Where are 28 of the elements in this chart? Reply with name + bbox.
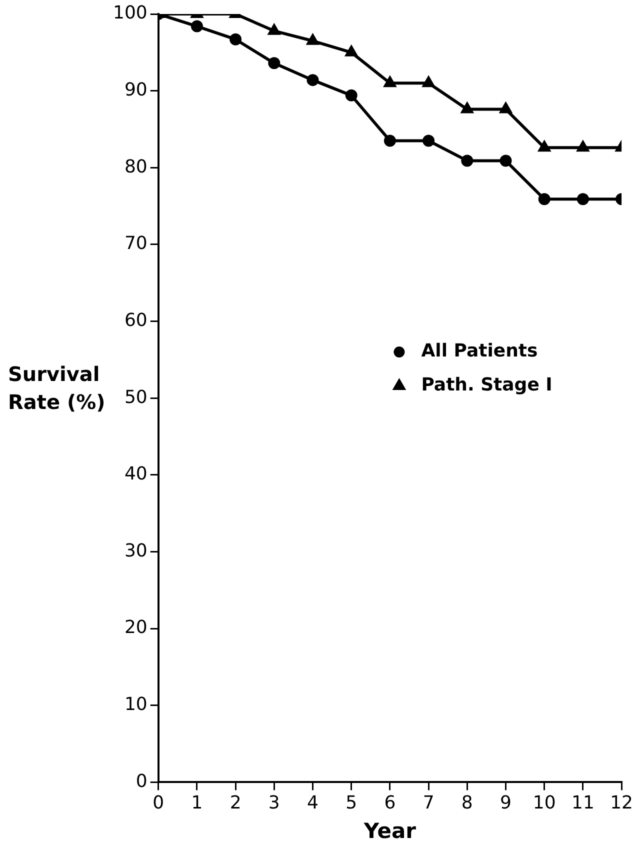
legend-label: All Patients <box>421 340 538 362</box>
y-tick-label: 0 <box>136 770 148 792</box>
x-tick-label: 3 <box>268 792 280 814</box>
x-tick-label: 8 <box>461 792 473 814</box>
y-tick-label: 90 <box>124 79 148 100</box>
y-tick-label: 30 <box>124 540 148 562</box>
x-tick-label: 6 <box>384 792 396 814</box>
y-tick-label: 70 <box>124 233 148 254</box>
x-tick-label: 5 <box>346 792 358 814</box>
x-tick-label: 12 <box>610 792 633 814</box>
x-tick-label: 2 <box>230 792 242 814</box>
y-tick-label: 100 <box>112 2 148 24</box>
x-tick-label: 9 <box>500 792 512 814</box>
x-tick-label: 10 <box>532 792 556 814</box>
y-tick-label: 40 <box>124 464 148 485</box>
y-tick-label: 20 <box>124 617 148 638</box>
y-tick-label: 60 <box>124 310 148 331</box>
x-tick-label: 4 <box>307 792 318 814</box>
x-axis-title: Year <box>362 818 417 843</box>
y-tick-label: 80 <box>124 156 148 178</box>
x-tick-label: 0 <box>152 792 164 814</box>
legend-label: Path. Stage I <box>421 374 552 396</box>
x-tick-label: 11 <box>571 792 594 814</box>
x-tick-label: 1 <box>191 792 203 814</box>
x-tick-label: 7 <box>422 792 434 814</box>
y-tick-label: 50 <box>124 386 148 408</box>
y-axis-title: Survival Rate (%) <box>8 361 106 416</box>
y-tick-label: 10 <box>124 694 148 716</box>
